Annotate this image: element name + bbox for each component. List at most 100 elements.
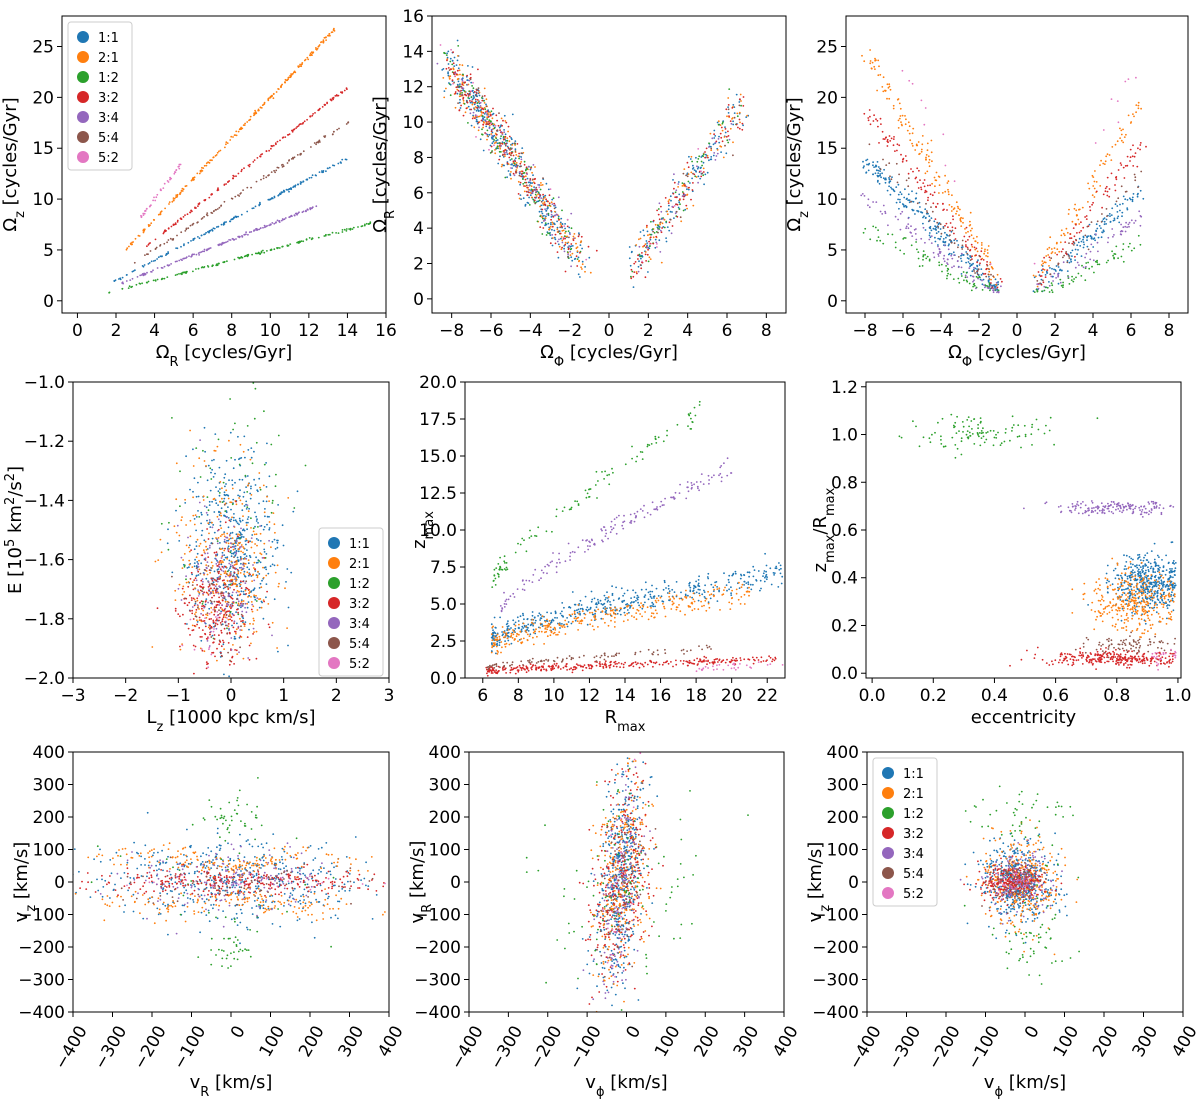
scatter-point xyxy=(911,235,914,238)
scatter-point xyxy=(165,252,168,255)
scatter-point xyxy=(1037,287,1040,290)
scatter-point xyxy=(211,159,213,162)
scatter-point xyxy=(936,221,939,224)
scatter-point xyxy=(445,87,447,90)
scatter-point xyxy=(942,133,945,136)
scatter-point xyxy=(1040,269,1043,272)
scatter-point xyxy=(168,521,170,524)
scatter-point xyxy=(727,97,730,99)
scatter-point xyxy=(472,81,474,84)
scatter-point xyxy=(934,228,937,231)
scatter-point xyxy=(564,270,567,273)
scatter-point xyxy=(317,109,320,111)
scatter-point xyxy=(570,227,573,230)
scatter-point xyxy=(458,63,461,66)
scatter-point xyxy=(683,168,686,171)
scatter-point xyxy=(174,260,177,263)
scatter-point xyxy=(451,63,454,66)
scatter-point xyxy=(455,86,458,89)
scatter-point xyxy=(251,462,254,465)
scatter-point xyxy=(714,159,717,161)
scatter-point xyxy=(257,570,259,573)
scatter-point xyxy=(261,579,263,582)
scatter-point xyxy=(578,233,581,236)
scatter-point xyxy=(965,251,968,253)
scatter-point xyxy=(955,201,958,204)
scatter-point xyxy=(505,140,507,142)
scatter-point xyxy=(287,133,290,136)
scatter-point xyxy=(331,97,334,100)
scatter-point xyxy=(723,136,726,138)
scatter-point xyxy=(1142,197,1145,200)
scatter-point xyxy=(526,186,529,189)
scatter-point xyxy=(230,580,233,582)
scatter-point xyxy=(255,657,258,660)
scatter-point xyxy=(1063,254,1065,257)
scatter-point xyxy=(737,126,739,129)
scatter-point xyxy=(514,157,517,160)
scatter-point xyxy=(669,195,672,198)
scatter-point xyxy=(972,285,974,288)
scatter-point xyxy=(457,77,460,80)
scatter-point xyxy=(154,560,157,563)
scatter-point xyxy=(934,185,936,188)
scatter-point xyxy=(262,576,265,579)
scatter-point xyxy=(292,128,295,131)
scatter-point xyxy=(1120,139,1123,142)
scatter-point xyxy=(1131,198,1134,201)
scatter-point xyxy=(910,244,913,247)
scatter-point xyxy=(941,270,943,273)
scatter-point xyxy=(500,151,502,153)
scatter-point xyxy=(886,145,889,147)
scatter-point xyxy=(957,277,960,280)
scatter-point xyxy=(235,563,238,566)
scatter-point xyxy=(676,215,679,218)
scatter-point xyxy=(1043,289,1046,292)
scatter-point xyxy=(191,224,194,226)
scatter-point xyxy=(986,252,989,254)
scatter-point xyxy=(670,199,672,202)
scatter-point xyxy=(540,197,543,200)
scatter-point xyxy=(327,34,329,37)
scatter-point xyxy=(473,91,476,93)
scatter-point xyxy=(938,248,941,251)
scatter-point xyxy=(275,473,277,476)
scatter-point xyxy=(1089,206,1091,208)
scatter-point xyxy=(221,618,224,621)
scatter-point xyxy=(277,166,280,169)
scatter-point xyxy=(1102,229,1105,232)
scatter-point xyxy=(279,139,281,142)
scatter-point xyxy=(1080,275,1083,277)
scatter-point xyxy=(659,221,662,224)
scatter-point xyxy=(242,495,245,498)
x-tick-label: −6 xyxy=(890,321,915,341)
legend-label: 1:1 xyxy=(98,31,119,46)
scatter-point xyxy=(534,166,536,168)
scatter-point xyxy=(1033,262,1036,265)
scatter-point xyxy=(228,479,230,482)
scatter-point xyxy=(329,98,332,101)
scatter-point xyxy=(201,583,204,586)
scatter-point xyxy=(537,193,539,196)
scatter-point xyxy=(503,131,506,134)
scatter-point xyxy=(1138,210,1141,213)
scatter-point xyxy=(201,607,203,610)
scatter-point xyxy=(708,159,710,162)
scatter-point xyxy=(202,609,205,612)
scatter-point xyxy=(906,129,909,132)
scatter-point xyxy=(540,200,543,203)
scatter-point xyxy=(908,79,911,82)
scatter-point xyxy=(1134,176,1137,179)
scatter-point xyxy=(544,219,546,222)
scatter-point xyxy=(274,531,276,534)
scatter-point xyxy=(223,497,226,500)
scatter-point xyxy=(1094,233,1097,236)
scatter-point xyxy=(982,278,985,281)
scatter-point xyxy=(888,178,891,181)
scatter-point xyxy=(974,240,977,243)
scatter-point xyxy=(547,222,550,225)
scatter-point xyxy=(490,136,493,139)
scatter-point xyxy=(954,238,957,240)
scatter-point xyxy=(949,234,951,237)
